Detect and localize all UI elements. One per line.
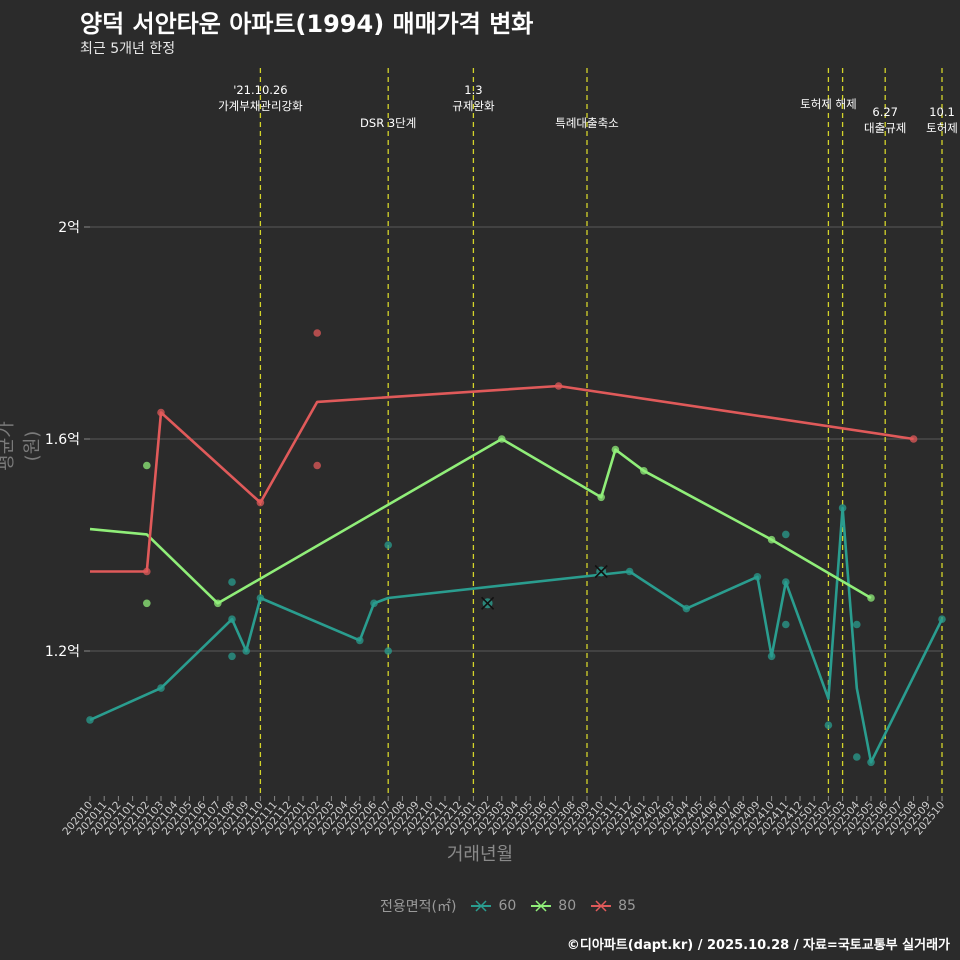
event-label: 10.1 [929, 105, 955, 119]
data-point-80 [611, 445, 620, 454]
event-label: 가계부채관리강화 [218, 99, 303, 113]
data-point-85 [554, 382, 563, 390]
data-point-60 [228, 652, 236, 661]
legend-label-85: 85 [618, 898, 636, 914]
source-credit: ©디아파트(dapt.kr) / 2025.10.28 / 자료=국토교통부 실… [566, 938, 950, 953]
legend-label-60: 60 [498, 898, 517, 914]
event-label: 토허제 해제 [800, 97, 857, 111]
x-axis-label: 거래년월 [446, 844, 514, 865]
data-point-60 [256, 594, 265, 602]
data-point-80 [143, 599, 151, 608]
legend-key-80-icon [531, 900, 552, 912]
legend-item-85: 85 [590, 898, 636, 914]
legend-item-80: 80 [530, 898, 576, 914]
data-point-85 [157, 408, 165, 417]
chart-subtitle: 최근 5개년 한정 [80, 41, 176, 57]
data-point-60 [782, 578, 790, 586]
data-point-60 [867, 758, 875, 767]
data-point-80 [867, 594, 875, 602]
data-point-60 [853, 620, 861, 629]
data-point-80 [597, 493, 605, 502]
data-point-60 [782, 620, 790, 629]
legend-key-60-icon [471, 900, 492, 912]
legend-item-60: 60 [470, 898, 516, 914]
legend-title: 전용면적(㎡) [380, 899, 457, 915]
data-point-60 [767, 652, 776, 661]
data-point-60 [242, 647, 250, 655]
data-point-80 [640, 467, 648, 475]
legend-label-80: 80 [558, 898, 577, 914]
event-label: 특례대출축소 [555, 116, 618, 130]
cancel-mark-icon [481, 596, 495, 610]
data-point-60 [370, 599, 378, 608]
event-label: 1.3 [464, 83, 482, 97]
data-point-80 [767, 535, 776, 544]
data-point-60 [838, 504, 847, 512]
y-tick-label: 2억 [58, 220, 80, 236]
data-point-60 [384, 541, 393, 549]
data-point-60 [228, 578, 236, 586]
data-point-60 [86, 716, 94, 724]
event-label: DSR 3단계 [360, 116, 416, 130]
data-point-60 [228, 615, 236, 623]
data-point-80 [214, 599, 222, 608]
data-point-80 [143, 461, 151, 470]
data-point-60 [682, 604, 691, 613]
cancel-mark-icon [594, 564, 608, 579]
data-point-80 [498, 435, 506, 443]
y-axis-label: 평균가(원) [0, 421, 43, 471]
y-tick-label: 1.6억 [45, 432, 80, 448]
event-label: 토허제 [926, 121, 958, 135]
event-label: 규제완화 [452, 99, 495, 113]
data-point-60 [853, 753, 861, 761]
data-point-85 [256, 498, 265, 507]
legend-key-85-icon [591, 900, 612, 912]
data-point-60 [625, 567, 634, 576]
event-label: '21.10.26 [233, 83, 287, 97]
y-tick-label: 1.2억 [45, 644, 80, 660]
series-line-60 [89, 506, 944, 764]
data-point-60 [356, 636, 364, 645]
legend: 전용면적(㎡) 60 80 85 [380, 896, 636, 916]
event-label: 6.27 [872, 105, 898, 119]
data-point-85 [313, 461, 322, 470]
data-point-85 [143, 567, 151, 576]
data-point-60 [157, 684, 165, 692]
data-point-60 [753, 573, 762, 581]
chart-title: 양덕 서안타운 아파트(1994) 매매가격 변화 [80, 10, 534, 38]
data-point-60 [782, 530, 790, 539]
data-point-60 [938, 615, 946, 623]
event-label: 대출규제 [864, 121, 906, 135]
data-point-85 [313, 329, 322, 337]
data-point-60 [384, 647, 393, 655]
data-point-85 [909, 435, 918, 443]
data-point-60 [824, 721, 833, 729]
series-line-85 [90, 384, 914, 573]
